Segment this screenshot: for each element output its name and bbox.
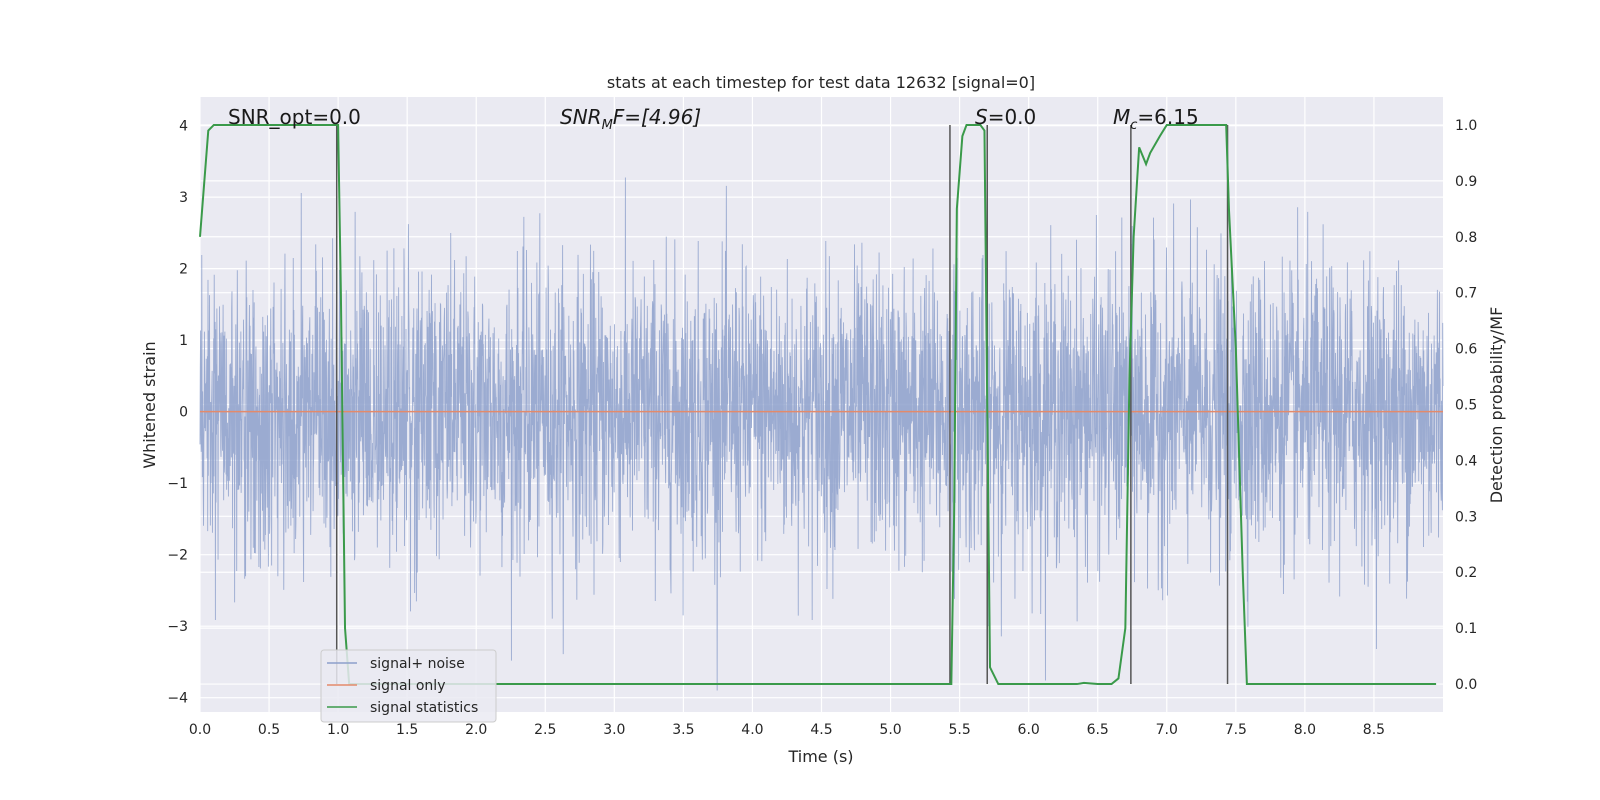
y-right-tick-label: 1.0: [1455, 118, 1477, 134]
x-tick-labels: 0.0 0.5 1.0 1.5 2.0 2.5 3.0 3.5 4.0 4.5 5.0 5.5 6.0 6…: [189, 722, 1385, 738]
y-left-tick-labels: 4 3 2 1 0 −1 −2 −3 −4: [167, 119, 188, 707]
x-tick-label: 2.0: [465, 722, 487, 738]
x-tick-label: 3.0: [603, 722, 625, 738]
y-left-tick-label: 2: [179, 262, 188, 278]
y-right-tick-label: 0.3: [1455, 509, 1477, 525]
y-left-tick-label: 1: [179, 333, 188, 349]
y-right-tick-label: 0.5: [1455, 398, 1477, 414]
x-tick-label: 2.5: [534, 722, 556, 738]
y-left-axis-label: Whitened strain: [140, 341, 159, 468]
x-tick-label: 3.5: [672, 722, 694, 738]
y-right-axis-label: Detection probability/MF: [1487, 307, 1506, 504]
y-left-tick-label: 3: [179, 190, 188, 206]
y-right-tick-label: 0.7: [1455, 286, 1477, 302]
signal-statistics-line: [199, 123, 1437, 686]
annotation-snr-mf: SNRMF=[4.96]: [560, 105, 701, 133]
y-right-tick-label: 0.8: [1455, 230, 1477, 246]
y-right-tick-label: 0.9: [1455, 174, 1477, 190]
annotation-mc: Mc=6.15: [1113, 105, 1199, 133]
y-left-tick-label: −3: [167, 619, 188, 635]
x-tick-label: 4.5: [810, 722, 832, 738]
y-left-tick-label: −1: [167, 476, 188, 492]
y-right-tick-labels: 1.0 0.9 0.8 0.7 0.6 0.5 0.4 0.3 0.2 0.1 0.0: [1455, 118, 1477, 693]
y-right-tick-label: 0.6: [1455, 342, 1477, 358]
x-tick-label: 0.0: [189, 722, 211, 738]
y-left-tick-label: −4: [167, 691, 188, 707]
noise-line: [199, 177, 1444, 691]
legend-label-statistics: signal statistics: [370, 700, 478, 716]
y-left-tick-label: −2: [167, 548, 188, 564]
x-tick-label: 1.5: [396, 722, 418, 738]
x-tick-label: 4.0: [741, 722, 763, 738]
x-tick-label: 5.5: [948, 722, 970, 738]
legend: signal+ noise signal only signal statist…: [320, 649, 497, 723]
y-right-tick-label: 0.2: [1455, 565, 1477, 581]
x-tick-label: 8.0: [1294, 722, 1316, 738]
chart-title: stats at each timestep for test data 126…: [607, 73, 1035, 92]
x-tick-label: 7.0: [1156, 722, 1178, 738]
x-tick-label: 5.0: [879, 722, 901, 738]
legend-label-signal-only: signal only: [370, 678, 445, 694]
x-tick-label: 8.5: [1363, 722, 1385, 738]
x-tick-label: 7.5: [1225, 722, 1247, 738]
vertical-markers: [335, 124, 1229, 685]
y-right-tick-label: 0.0: [1455, 677, 1477, 693]
x-tick-label: 6.5: [1087, 722, 1109, 738]
annotation-s: S=0.0: [975, 105, 1036, 129]
noise-series: [199, 177, 1444, 691]
x-tick-label: 0.5: [258, 722, 280, 738]
legend-box: [320, 649, 497, 723]
signal-statistics-series: [199, 123, 1437, 686]
y-left-tick-label: 0: [179, 405, 188, 421]
y-right-tick-label: 0.4: [1455, 453, 1477, 469]
y-right-tick-label: 0.1: [1455, 621, 1477, 637]
legend-label-noise: signal+ noise: [370, 656, 465, 672]
y-left-tick-label: 4: [179, 119, 188, 135]
x-axis-label: Time (s): [787, 747, 853, 766]
x-tick-label: 6.0: [1018, 722, 1040, 738]
annotation-snr-opt: SNR_opt=0.0: [228, 105, 361, 129]
x-tick-label: 1.0: [327, 722, 349, 738]
